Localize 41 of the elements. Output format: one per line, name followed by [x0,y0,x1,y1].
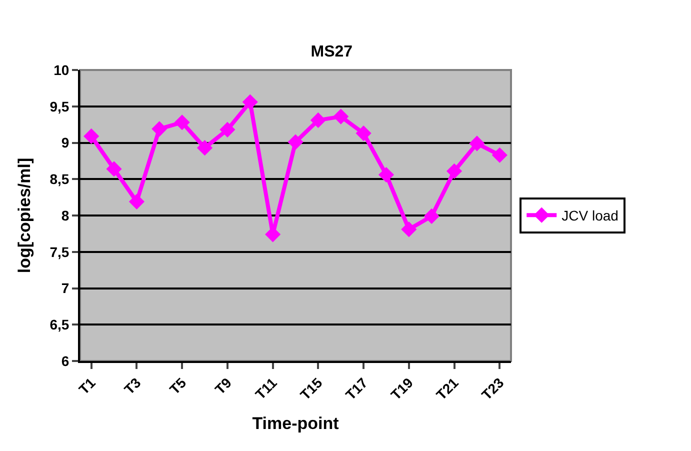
point [242,94,258,110]
x-tick-label: T9 [212,374,235,398]
point [128,194,145,210]
point [310,112,326,128]
y-tick-label: 7 [61,280,70,296]
y-axis-title: log[copies/ml] [14,158,34,274]
point [356,125,372,142]
y-tick-label: 9 [61,134,70,151]
point [424,208,440,224]
point [84,128,100,144]
x-tick-label: T1 [76,374,99,398]
y-tick-label: 8,5 [50,171,70,188]
x-axis-title: Time-point [252,414,340,433]
point [446,163,462,179]
point [174,114,190,130]
point [492,147,508,163]
x-tick-label: T3 [120,374,144,398]
chart-title: MS27 [310,43,353,60]
x-tick-label: T15 [296,374,326,403]
point [152,121,168,137]
point [106,161,122,177]
point [288,134,304,150]
x-tick-label: T21 [432,374,462,403]
y-tick-label: 9,5 [50,98,70,114]
x-tick-label: T17 [342,374,371,403]
y-tick-label: 6,5 [50,316,70,333]
y-tick-label: 8 [61,207,70,224]
x-tick-label: T23 [478,374,507,403]
point [220,122,236,138]
y-tick-label: 10 [54,62,70,78]
point [196,140,213,156]
point [378,166,394,183]
y-tick-label: 7,5 [50,244,70,260]
point [469,136,485,152]
point [401,222,417,238]
legend-label: JCV load [562,208,618,224]
x-tick-label: T19 [388,374,416,403]
point [333,108,349,124]
y-tick-label: 6 [61,352,70,369]
x-tick-label: T11 [252,374,280,402]
x-tick-label: T5 [166,374,190,398]
